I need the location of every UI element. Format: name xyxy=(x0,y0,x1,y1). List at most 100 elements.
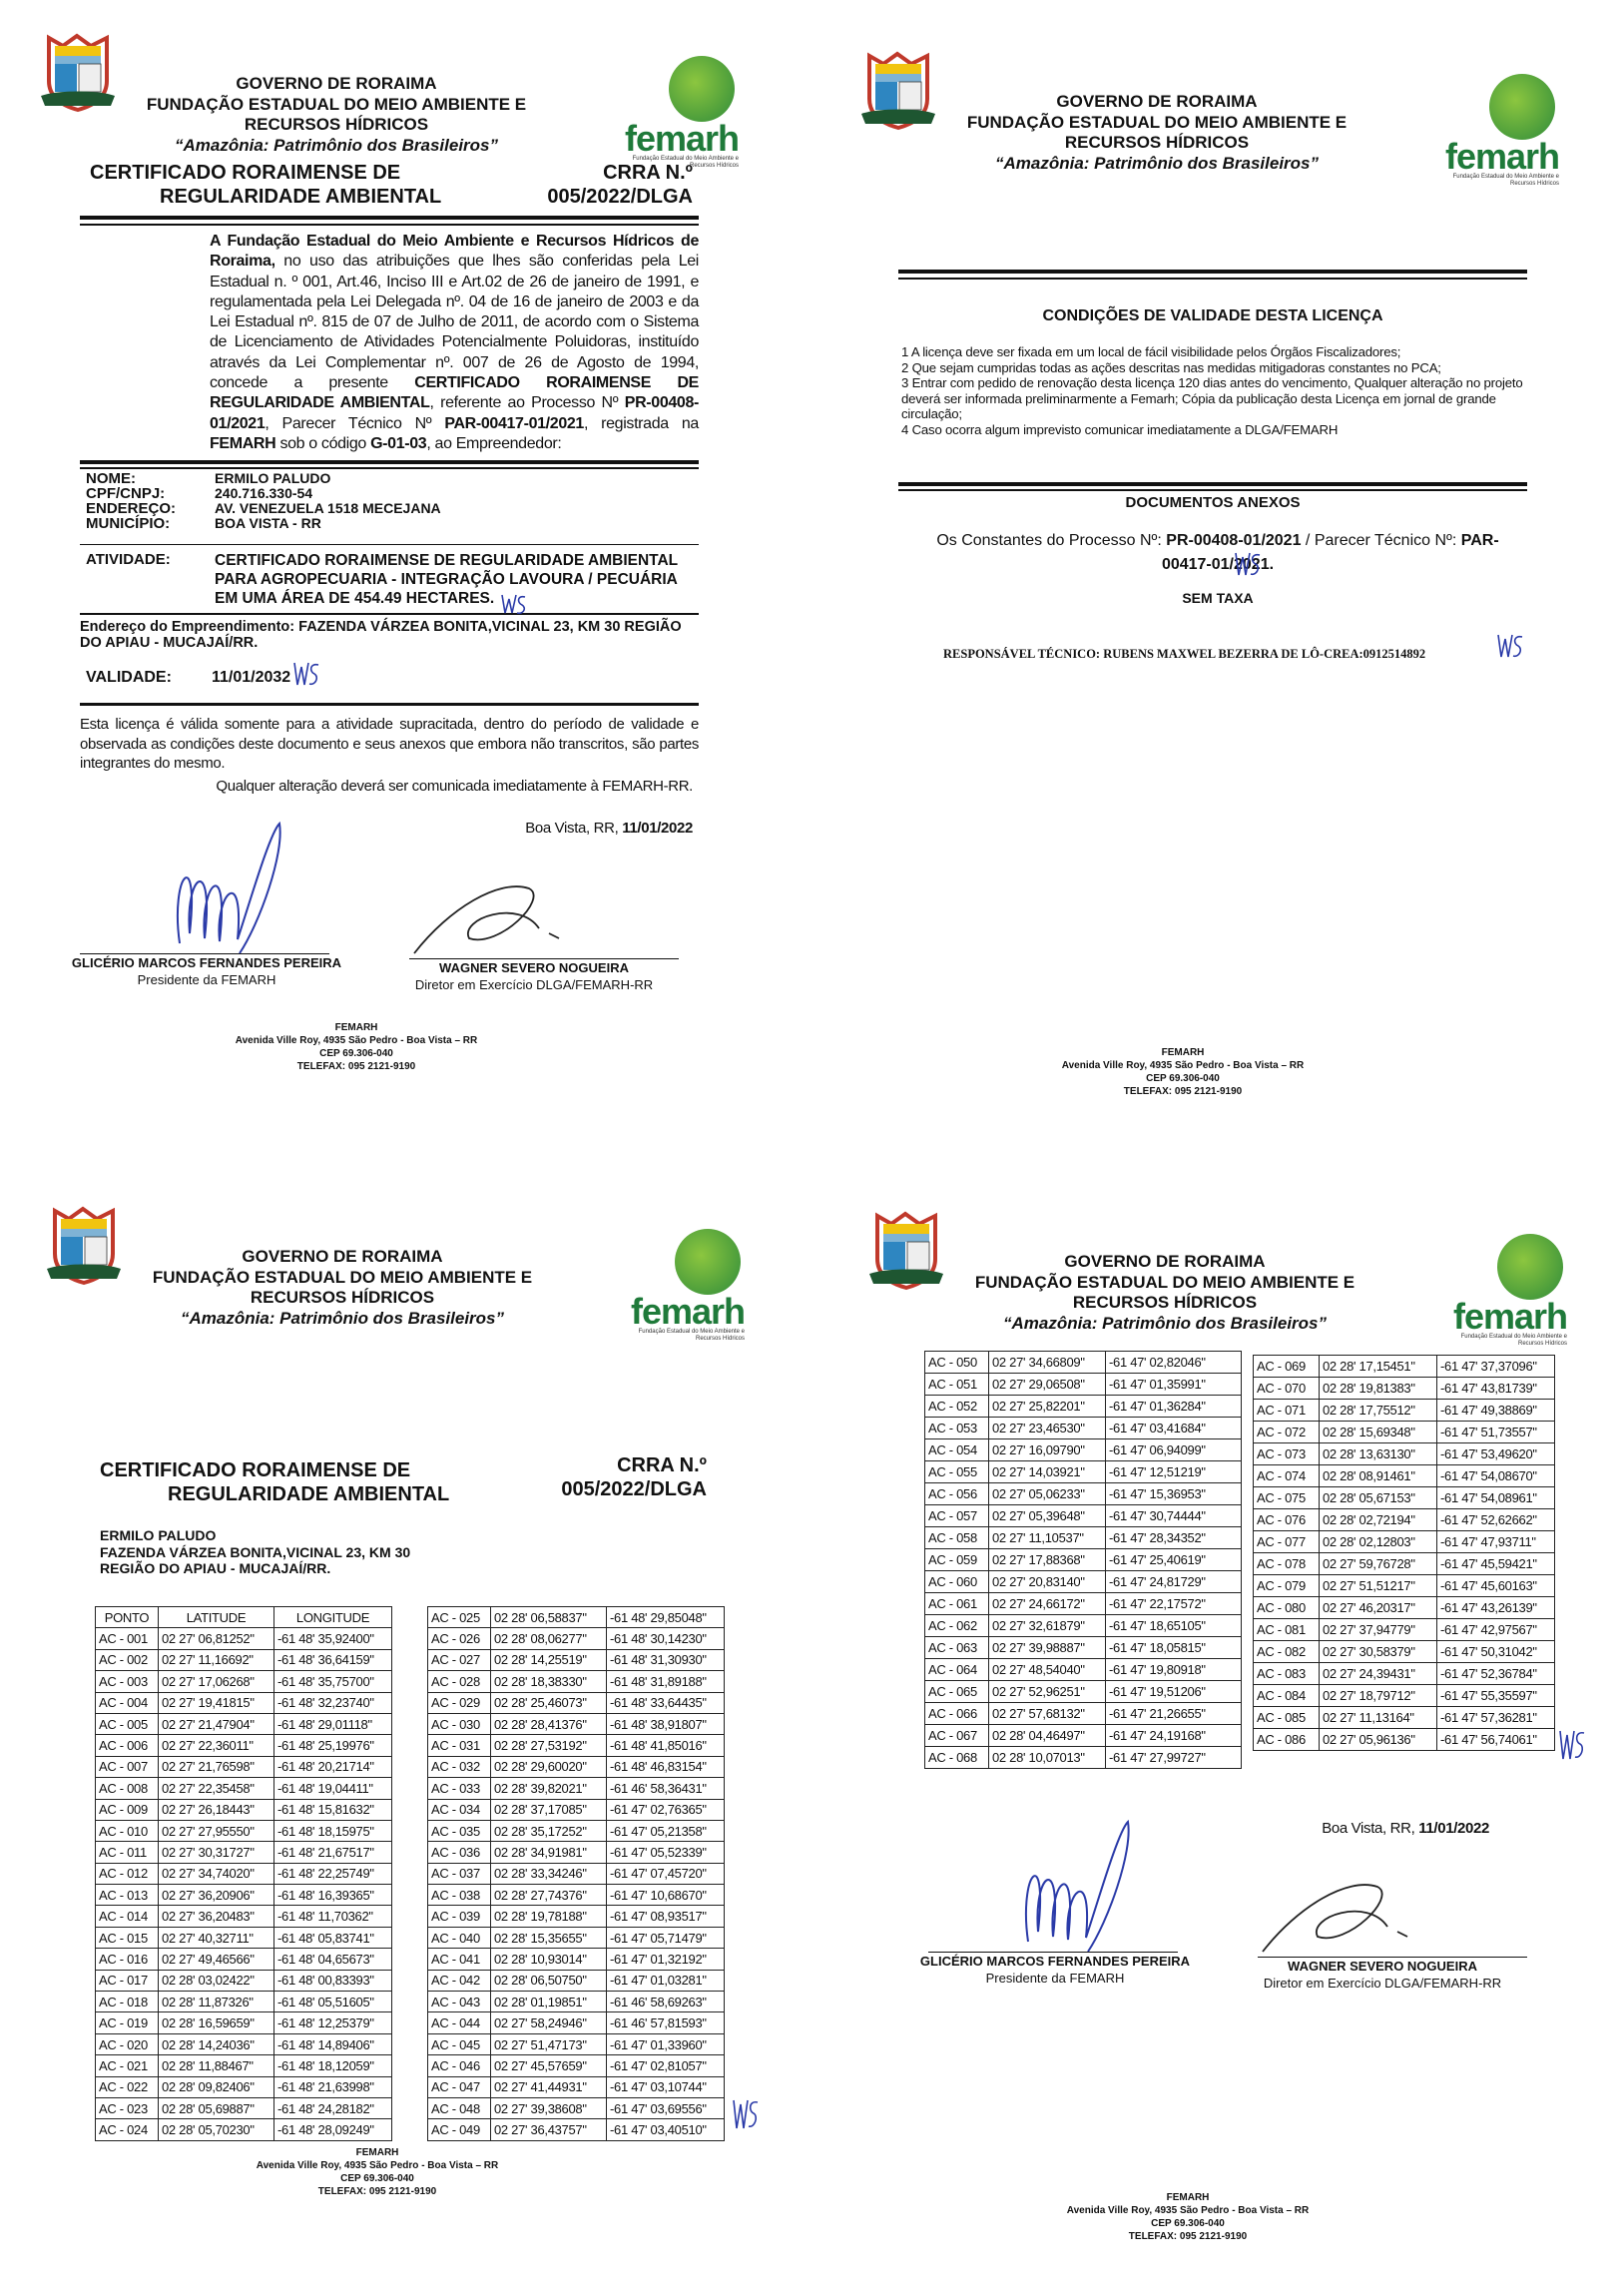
longitude-cell: -61 47' 01,36284" xyxy=(1105,1395,1242,1418)
longitude-cell: -61 48' 35,92400" xyxy=(273,1627,392,1650)
president-block: GLICÉRIO MARCOS FERNANDES PEREIRA Presid… xyxy=(905,1953,1205,1987)
longitude-cell: -61 48' 28,09249" xyxy=(273,2118,392,2141)
point-id-cell: AC - 029 xyxy=(427,1691,491,1714)
point-id-cell: AC - 034 xyxy=(427,1798,491,1821)
table-row: AC - 043 02 28' 01,19851" -61 46' 58,69263… xyxy=(427,1991,725,2013)
point-id-cell: AC - 052 xyxy=(924,1395,989,1418)
header-line: GOVERNO DE RORAIMA xyxy=(236,74,437,93)
cert-number: 005/2022/DLGA xyxy=(561,1478,707,1500)
longitude-cell: -61 47' 21,26655" xyxy=(1105,1702,1242,1725)
latitude-cell: 02 27' 05,96136" xyxy=(1319,1728,1437,1751)
initials-mark xyxy=(1235,552,1261,576)
latitude-cell: 02 27' 06,81252" xyxy=(158,1627,274,1650)
latitude-cell: 02 27' 40,32711" xyxy=(158,1926,274,1950)
longitude-cell: -61 47' 45,60163" xyxy=(1436,1574,1555,1597)
point-id-cell: AC - 071 xyxy=(1253,1399,1320,1422)
latitude-cell: 02 28' 04,46497" xyxy=(988,1724,1106,1747)
longitude-cell: -61 48' 38,91807" xyxy=(606,1712,725,1736)
latitude-cell: 02 28' 06,58837" xyxy=(490,1605,607,1629)
table-row: AC - 062 02 27' 32,61879" -61 47' 18,65105… xyxy=(924,1614,1242,1637)
latitude-cell: 02 28' 14,24036" xyxy=(158,2032,274,2056)
latitude-cell: 02 28' 39,82021" xyxy=(490,1777,607,1800)
point-id-cell: AC - 082 xyxy=(1253,1640,1320,1663)
header-line: RECURSOS HÍDRICOS xyxy=(250,1288,435,1307)
latitude-cell: 02 28' 08,91461" xyxy=(1319,1464,1437,1487)
point-id-cell: AC - 007 xyxy=(95,1755,159,1779)
header-line: RECURSOS HÍDRICOS xyxy=(244,115,429,134)
longitude-cell: -61 47' 01,35991" xyxy=(1105,1373,1242,1396)
annex-process: PR-00408-01/2021 xyxy=(1166,532,1302,549)
longitude-cell: -61 47' 08,93517" xyxy=(606,1905,725,1928)
initials-mark xyxy=(733,2099,759,2129)
table-row: AC - 020 02 28' 14,24036" -61 48' 14,89406… xyxy=(95,2032,392,2056)
longitude-cell: -61 47' 03,69556" xyxy=(606,2096,725,2120)
footer-org: FEMARH xyxy=(355,2147,399,2158)
table-row: AC - 070 02 28' 19,81383" -61 47' 43,81739… xyxy=(1253,1377,1555,1400)
point-id-cell: AC - 015 xyxy=(95,1926,159,1950)
table-row: AC - 086 02 27' 05,96136" -61 47' 56,74061… xyxy=(1253,1728,1555,1751)
longitude-cell: -61 47' 19,80918" xyxy=(1105,1658,1242,1681)
table-row: AC - 022 02 28' 09,82406" -61 48' 21,63998… xyxy=(95,2075,392,2098)
table-row: AC - 072 02 28' 15,69348" -61 47' 51,73557… xyxy=(1253,1421,1555,1443)
point-id-cell: AC - 053 xyxy=(924,1417,989,1439)
divider xyxy=(80,613,699,615)
footer-org: FEMARH xyxy=(1161,1047,1205,1058)
point-id-cell: AC - 005 xyxy=(95,1712,159,1736)
longitude-cell: -61 47' 43,81739" xyxy=(1436,1377,1555,1400)
longitude-cell: -61 48' 15,81632" xyxy=(273,1798,392,1821)
president-name: GLICÉRIO MARCOS FERNANDES PEREIRA xyxy=(919,1954,1191,1969)
latitude-cell: 02 27' 05,06233" xyxy=(988,1482,1106,1505)
point-id-cell: AC - 017 xyxy=(95,1969,159,1993)
longitude-cell: -61 47' 01,03281" xyxy=(606,1969,725,1993)
latitude-cell: 02 27' 18,79712" xyxy=(1319,1684,1437,1707)
point-id-cell: AC - 077 xyxy=(1253,1530,1320,1553)
latitude-cell: 02 28' 14,25519" xyxy=(490,1648,607,1672)
point-id-cell: AC - 001 xyxy=(95,1627,159,1650)
signature-line xyxy=(928,1952,1178,1953)
location-line: FAZENDA VÁRZEA BONITA,VICINAL 23, KM 30 xyxy=(100,1543,411,1560)
point-id-cell: AC - 030 xyxy=(427,1712,491,1736)
latitude-cell: 02 27' 11,10537" xyxy=(988,1526,1106,1549)
president-block: GLICÉRIO MARCOS FERNANDES PEREIRA Presid… xyxy=(57,954,356,988)
divider xyxy=(80,224,699,226)
latitude-cell: 02 27' 41,44931" xyxy=(490,2075,607,2098)
institution-header: GOVERNO DE RORAIMA FUNDAÇÃO ESTADUAL DO … xyxy=(127,74,546,156)
longitude-cell: -61 47' 05,52339" xyxy=(606,1841,725,1864)
condition-item: 4 Caso ocorra algum imprevisto comunicar… xyxy=(901,421,1339,437)
leaf-icon xyxy=(1497,1234,1563,1300)
logo-subtitle: Fundação Estadual do Meio Ambiente e Rec… xyxy=(632,156,739,169)
table-row: AC - 027 02 28' 14,25519" -61 48' 31,30930… xyxy=(427,1648,725,1672)
longitude-cell: -61 47' 05,21358" xyxy=(606,1819,725,1843)
latitude-cell: 02 28' 13,63130" xyxy=(1319,1442,1437,1465)
validity-note: Esta licença é válida somente para a ati… xyxy=(80,716,699,772)
longitude-cell: -61 47' 27,99727" xyxy=(1105,1746,1242,1769)
header-line: GOVERNO DE RORAIMA xyxy=(242,1247,443,1266)
latitude-cell: 02 28' 18,38330" xyxy=(490,1670,607,1693)
point-id-cell: AC - 085 xyxy=(1253,1706,1320,1729)
table-row: AC - 024 02 28' 05,70230" -61 48' 28,09249… xyxy=(95,2118,392,2141)
longitude-cell: -61 48' 14,89406" xyxy=(273,2032,392,2056)
longitude-cell: -61 48' 36,64159" xyxy=(273,1648,392,1672)
longitude-cell: -61 48' 11,70362" xyxy=(273,1905,392,1928)
point-id-cell: AC - 046 xyxy=(427,2054,491,2077)
longitude-cell: -61 47' 24,19168" xyxy=(1105,1724,1242,1747)
longitude-cell: -61 47' 30,74444" xyxy=(1105,1504,1242,1527)
intro-segment: A Fundação Estadual do Meio Ambiente e R… xyxy=(210,233,699,271)
latitude-cell: 02 27' 20,83140" xyxy=(988,1570,1106,1593)
latitude-cell: 02 28' 02,72194" xyxy=(1319,1508,1437,1531)
annex-parecer: PAR-00417-01/2021. xyxy=(1161,532,1499,573)
coordinates-table: AC - 025 02 28' 06,58837" -61 48' 29,85048… xyxy=(427,1605,725,2141)
president-role: Presidente da FEMARH xyxy=(985,1971,1125,1986)
table-row: AC - 039 02 28' 19,78188" -61 47' 08,93517… xyxy=(427,1905,725,1928)
footer-street: Avenida Ville Roy, 4935 São Pedro - Boa … xyxy=(235,1035,478,1046)
point-id-cell: AC - 006 xyxy=(95,1734,159,1757)
longitude-cell: -61 47' 57,36281" xyxy=(1436,1706,1555,1729)
signature-line xyxy=(409,958,679,959)
table-row: AC - 018 02 28' 11,87326" -61 48' 05,51605… xyxy=(95,1991,392,2013)
leaf-icon xyxy=(669,56,735,122)
intro-segment: G-01-03 xyxy=(370,434,427,452)
latitude-cell: 02 27' 52,96251" xyxy=(988,1680,1106,1703)
condition-item: 3 Entrar com pedido de renovação desta l… xyxy=(901,375,1523,421)
table-row: AC - 021 02 28' 11,88467" -61 48' 18,12059… xyxy=(95,2054,392,2077)
footer-cep: CEP 69.306-040 xyxy=(1146,1073,1220,1084)
